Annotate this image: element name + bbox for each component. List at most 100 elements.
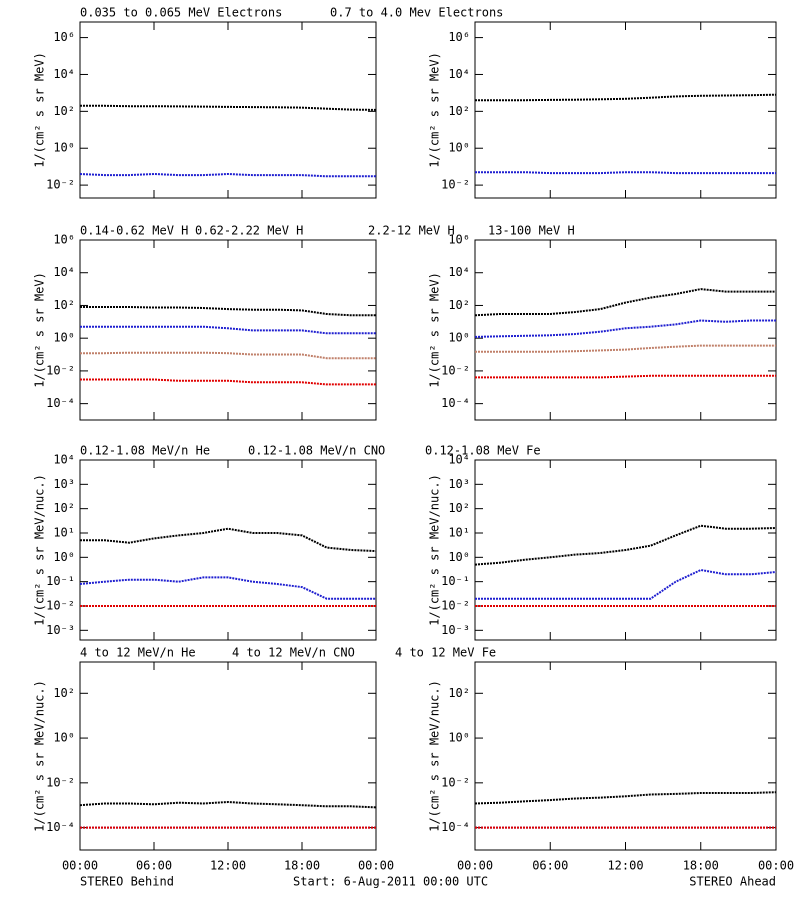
y-tick-label: 10⁰: [53, 550, 75, 564]
y-tick-label: 10⁰: [448, 331, 470, 345]
y-tick-label: 10⁴: [53, 265, 75, 279]
y-tick-label: 10²: [448, 501, 470, 515]
start-label: Start: 6-Aug-2011 00:00 UTC: [293, 875, 488, 889]
y-axis-label: 1/(cm² s sr MeV/nuc.): [33, 474, 47, 626]
y-axis-label: 1/(cm² s sr MeV): [33, 52, 47, 168]
y-tick-label: 10⁰: [448, 731, 470, 745]
series-line: [474, 791, 777, 805]
series-line: [80, 325, 376, 335]
plot-frame: [474, 239, 777, 421]
y-tick-label: 10⁶: [448, 233, 470, 247]
y-tick-label: 10²: [448, 104, 470, 118]
y-tick-label: 10⁻⁴: [46, 820, 75, 834]
plot-frame: [79, 239, 377, 421]
series-line: [475, 171, 776, 175]
legend-label: 0.035 to 0.065 MeV Electrons: [80, 6, 282, 20]
y-tick-label: 10⁻²: [46, 363, 75, 377]
legend-label: 0.12-1.08 MeV/n CNO: [248, 444, 385, 458]
series-line: [79, 800, 377, 809]
y-tick-label: 10⁻²: [441, 775, 470, 789]
x-tick-label: 00:00: [457, 859, 493, 873]
y-tick-label: 10²: [53, 686, 75, 700]
y-tick-label: 10⁻²: [441, 363, 470, 377]
series-line: [474, 288, 776, 317]
y-tick-label: 10⁰: [53, 731, 75, 745]
x-tick-label: 12:00: [210, 859, 246, 873]
legend-label: 4 to 12 MeV/n CNO: [232, 646, 355, 660]
y-tick-label: 10³: [448, 477, 470, 491]
series-line: [80, 306, 376, 317]
y-tick-label: 10⁻²: [441, 598, 470, 612]
y-tick-label: 10²: [53, 501, 75, 515]
y-tick-label: 10⁰: [53, 331, 75, 345]
y-tick-label: 10⁻¹: [46, 574, 75, 588]
legend-label: 0.62-2.22 MeV H: [195, 224, 303, 238]
y-tick-label: 10⁻⁴: [441, 396, 470, 410]
plot-frame: [79, 459, 377, 641]
y-tick-label: 10²: [448, 686, 470, 700]
x-tick-label: 00:00: [62, 859, 98, 873]
y-tick-label: 10⁶: [53, 233, 75, 247]
y-tick-label: 10⁻¹: [441, 574, 470, 588]
x-tick-label: 12:00: [607, 859, 643, 873]
y-tick-label: 10⁰: [448, 141, 470, 155]
series-line: [80, 527, 377, 553]
y-axis-label: 1/(cm² s sr MeV): [33, 272, 47, 388]
y-tick-label: 10²: [53, 298, 75, 312]
y-tick-label: 10⁰: [53, 141, 75, 155]
series-line: [79, 172, 376, 178]
y-tick-label: 10²: [448, 298, 470, 312]
x-tick-label: 00:00: [358, 859, 394, 873]
series-line: [475, 374, 776, 379]
panel-label: STEREO Ahead: [689, 875, 776, 889]
y-tick-label: 10⁻³: [441, 623, 470, 637]
y-axis-label: 1/(cm² s sr MeV/nuc.): [428, 680, 442, 832]
plot-frame: [79, 661, 377, 851]
y-tick-label: 10⁻²: [46, 598, 75, 612]
plot-frame: [474, 661, 777, 851]
y-tick-label: 10²: [53, 104, 75, 118]
legend-label: 0.7 to 4.0 Mev Electrons: [330, 6, 503, 20]
y-tick-label: 10⁻²: [46, 178, 75, 192]
x-tick-label: 18:00: [683, 859, 719, 873]
x-tick-label: 00:00: [758, 859, 794, 873]
series-line: [475, 344, 776, 353]
y-tick-label: 10⁴: [448, 265, 470, 279]
series-line: [80, 104, 377, 111]
x-tick-label: 06:00: [532, 859, 568, 873]
y-tick-label: 10⁻³: [46, 623, 75, 637]
series-line: [474, 524, 777, 566]
y-tick-label: 10⁰: [448, 550, 470, 564]
legend-label: 0.14-0.62 MeV H: [80, 224, 188, 238]
series-line: [474, 319, 776, 338]
y-tick-label: 10⁻⁴: [46, 396, 75, 410]
y-tick-label: 10¹: [53, 525, 75, 539]
series-line: [475, 568, 777, 600]
series-line: [475, 93, 777, 102]
legend-label: 4 to 12 MeV Fe: [395, 646, 496, 660]
series-line: [80, 378, 376, 386]
y-tick-label: 10⁴: [448, 453, 470, 467]
y-axis-label: 1/(cm² s sr MeV): [428, 52, 442, 168]
y-axis-label: 1/(cm² s sr MeV/nuc.): [33, 680, 47, 832]
legend-label: 0.12-1.08 MeV/n He: [80, 444, 210, 458]
y-tick-label: 10⁴: [448, 67, 470, 81]
x-tick-label: 18:00: [284, 859, 320, 873]
y-tick-label: 10¹: [448, 525, 470, 539]
series-line: [79, 576, 376, 600]
legend-label: 2.2-12 MeV H: [368, 224, 455, 238]
y-axis-label: 1/(cm² s sr MeV): [428, 272, 442, 388]
y-tick-label: 10⁻⁴: [441, 820, 470, 834]
legend-label: 13-100 MeV H: [488, 224, 575, 238]
panel-label: STEREO Behind: [80, 875, 174, 889]
x-tick-label: 06:00: [136, 859, 172, 873]
y-axis-label: 1/(cm² s sr MeV/nuc.): [428, 474, 442, 626]
y-tick-label: 10⁻²: [441, 178, 470, 192]
plot-frame: [79, 21, 377, 199]
y-tick-label: 10⁻²: [46, 775, 75, 789]
legend-label: 0.12-1.08 MeV Fe: [425, 444, 541, 458]
series-line: [80, 351, 376, 360]
y-tick-label: 10⁶: [53, 30, 75, 44]
y-tick-label: 10⁶: [448, 30, 470, 44]
